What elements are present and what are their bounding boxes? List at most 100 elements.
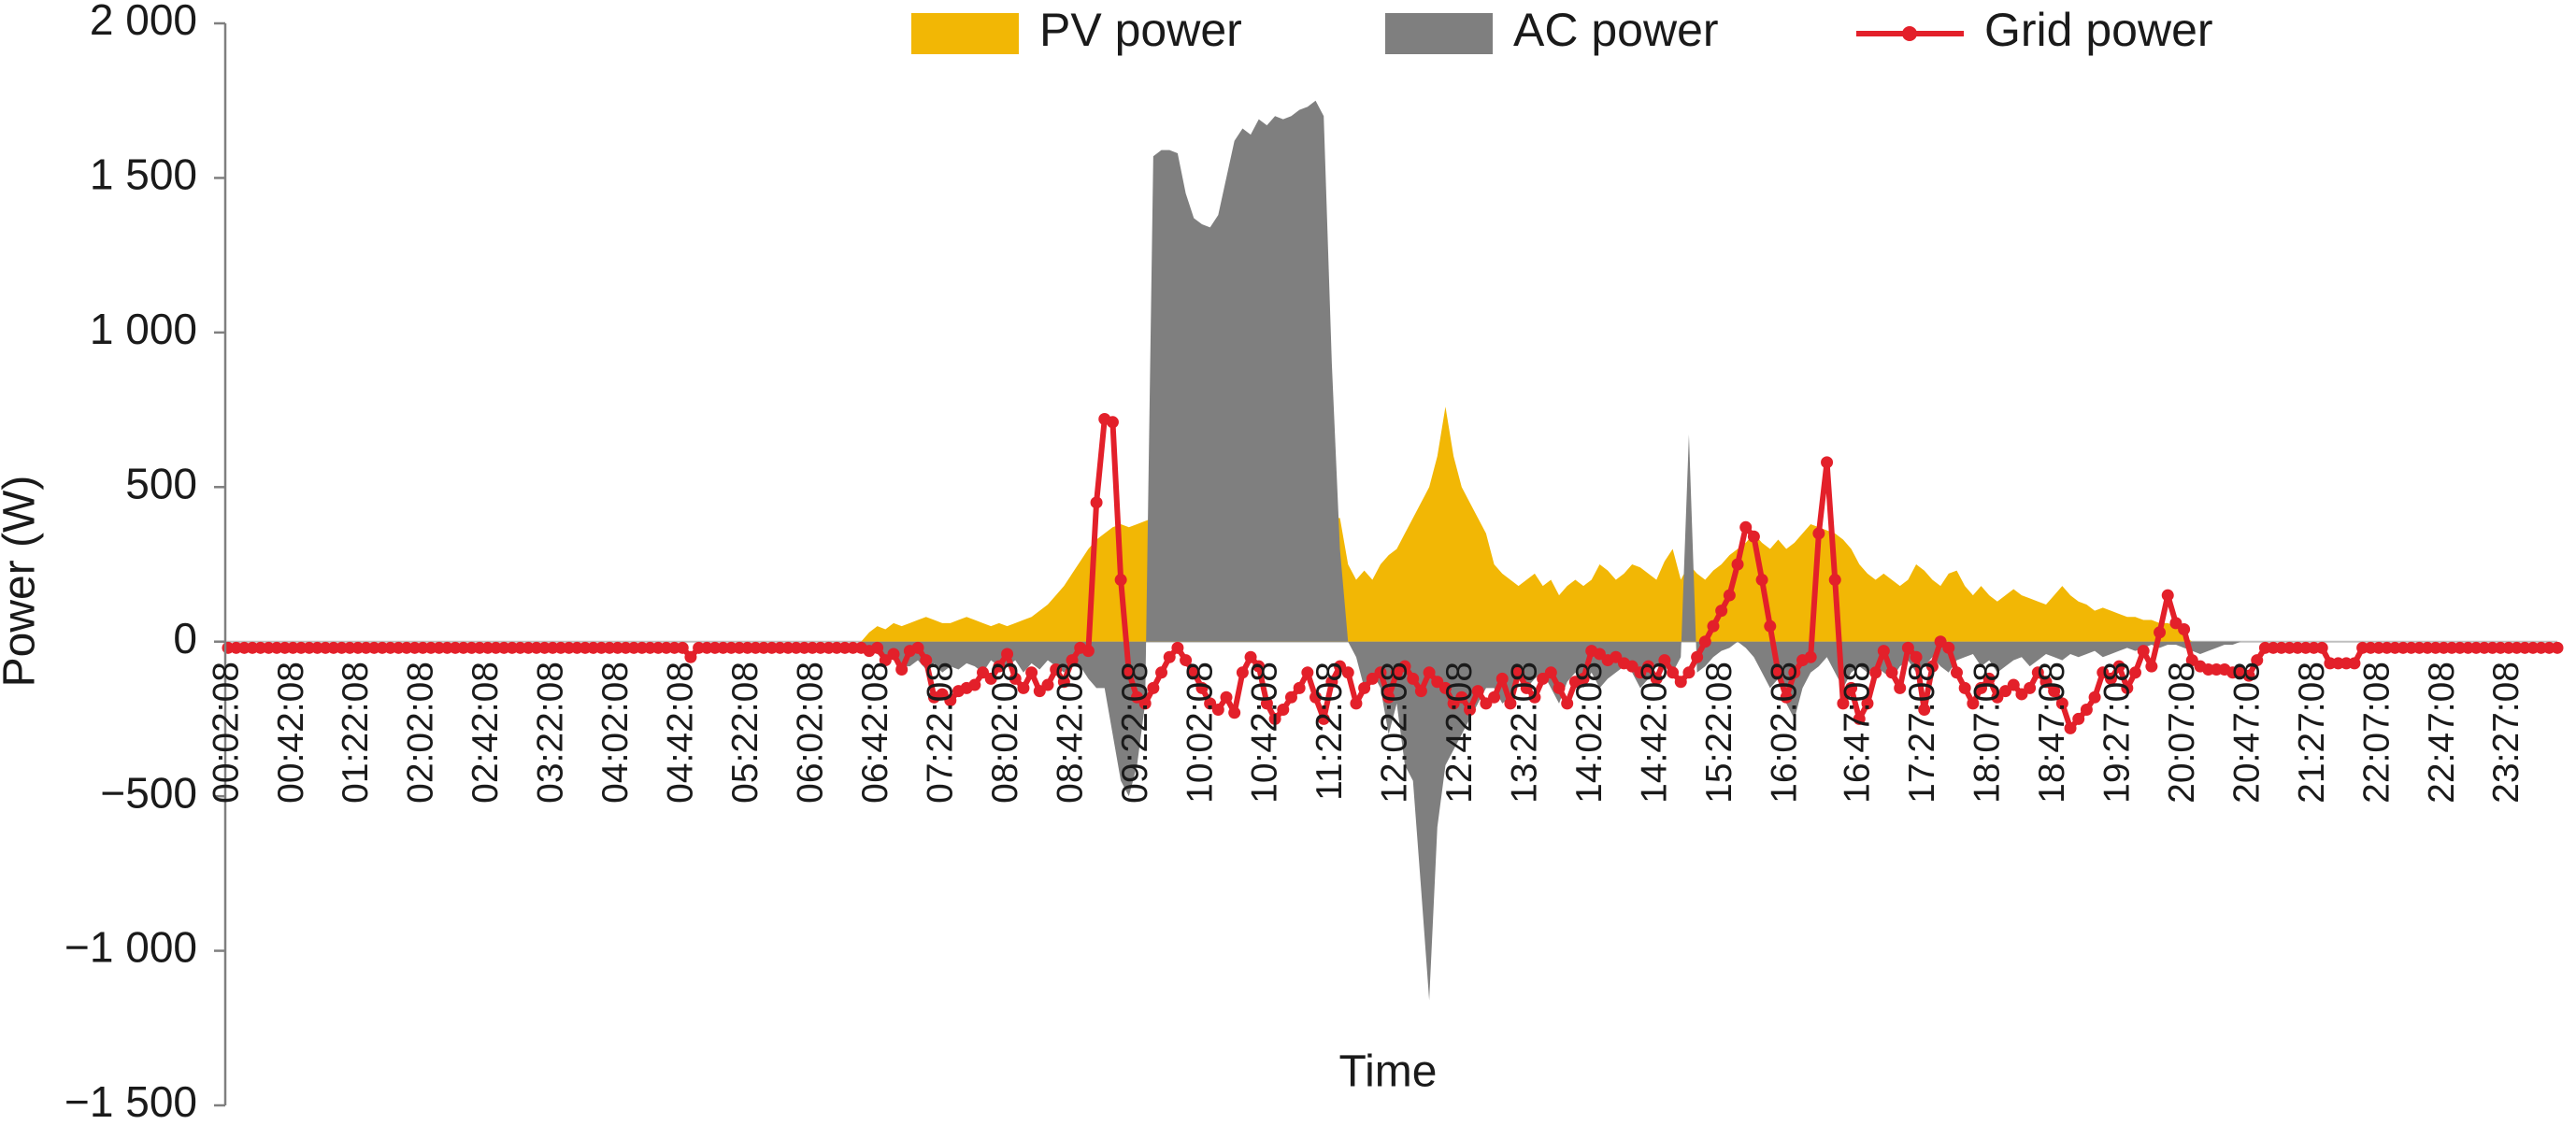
point <box>1382 691 1395 704</box>
point <box>1667 666 1680 679</box>
point <box>968 678 981 691</box>
x-tick-label: 10:42:08 <box>1245 662 1285 804</box>
point <box>1658 654 1671 667</box>
point <box>1180 654 1193 667</box>
point <box>1398 660 1411 673</box>
point <box>1739 520 1753 534</box>
legend-marker <box>1902 26 1917 41</box>
x-tick-label: 04:02:08 <box>595 662 636 804</box>
point <box>1958 681 1971 694</box>
point <box>2161 589 2174 602</box>
point <box>1496 672 1509 685</box>
point <box>2064 721 2077 734</box>
point <box>1520 681 1533 694</box>
point <box>1975 681 1988 694</box>
point <box>1081 645 1095 658</box>
point <box>1268 712 1281 725</box>
point <box>1236 666 1249 679</box>
x-tick-label: 20:07:08 <box>2162 662 2202 804</box>
point <box>1828 574 1841 587</box>
point <box>1163 650 1176 663</box>
point <box>1009 672 1022 685</box>
point <box>1715 605 1728 618</box>
point <box>1260 697 1273 710</box>
point <box>2145 660 2158 673</box>
point <box>1698 635 1711 648</box>
point <box>1755 574 1768 587</box>
x-tick-label: 18:07:08 <box>1968 662 2008 804</box>
y-tick-label: 1 500 <box>90 150 197 199</box>
point <box>1780 691 1793 704</box>
point <box>1747 530 1760 543</box>
legend-label: Grid power <box>1984 4 2213 56</box>
point <box>1277 704 1290 717</box>
point <box>1301 666 1314 679</box>
point <box>1869 666 1882 679</box>
point <box>1512 666 1525 679</box>
x-tick-label: 03:22:08 <box>531 662 571 804</box>
point <box>1374 666 1387 679</box>
point <box>1317 712 1330 725</box>
point <box>1220 691 1233 704</box>
point <box>2315 641 2328 654</box>
point <box>1358 681 1371 694</box>
point <box>1293 681 1306 694</box>
point <box>1455 691 1468 704</box>
point <box>1845 681 1858 694</box>
point <box>1731 558 1744 571</box>
legend: PV power AC power Grid power <box>911 4 2213 56</box>
point <box>2080 704 2093 717</box>
legend-label: AC power <box>1513 4 1719 56</box>
point <box>1561 697 1574 710</box>
point <box>1674 676 1687 689</box>
point <box>1504 697 1517 710</box>
y-tick-label: −500 <box>100 768 197 817</box>
point <box>920 654 933 667</box>
x-tick-label: 15:22:08 <box>1699 662 1739 804</box>
point <box>1463 704 1476 717</box>
x-tick-label: 22:47:08 <box>2422 662 2462 804</box>
point <box>1488 691 1501 704</box>
x-tick-label: 16:02:08 <box>1764 662 1804 804</box>
x-tick-label: 13:22:08 <box>1505 662 1545 804</box>
point <box>1147 681 1160 694</box>
point <box>1771 666 1784 679</box>
point <box>2121 681 2134 694</box>
point <box>1577 672 1590 685</box>
point <box>2129 666 2142 679</box>
legend-label: PV power <box>1039 4 1242 56</box>
point <box>2024 681 2037 694</box>
point <box>1804 650 1817 663</box>
x-tick-label: 14:42:08 <box>1635 662 1675 804</box>
point <box>2137 645 2150 658</box>
point <box>1691 650 1704 663</box>
x-tick-label: 19:27:08 <box>2097 662 2137 804</box>
point <box>1057 676 1070 689</box>
point <box>871 641 884 654</box>
point <box>1910 650 1923 663</box>
point <box>2251 654 2264 667</box>
point <box>2055 697 2068 710</box>
x-tick-label: 21:27:08 <box>2292 662 2332 804</box>
point <box>2031 666 2044 679</box>
point <box>1138 697 1152 710</box>
point <box>1284 691 1297 704</box>
point <box>1950 666 1963 679</box>
point <box>1918 704 1931 717</box>
x-tick-label: 20:47:08 <box>2226 662 2267 804</box>
point <box>1090 496 1103 509</box>
y-tick-label: 500 <box>125 459 197 507</box>
point <box>1925 660 1939 673</box>
point <box>2088 691 2101 704</box>
y-tick-label: 2 000 <box>90 0 197 44</box>
point <box>1309 691 1323 704</box>
x-tick-label: 23:27:08 <box>2486 662 2526 804</box>
point <box>2242 669 2255 682</box>
point <box>1211 704 1224 717</box>
point <box>944 694 957 707</box>
x-tick-label: 11:22:08 <box>1309 662 1350 801</box>
point <box>1942 641 1955 654</box>
point <box>1244 650 1257 663</box>
point <box>2154 626 2167 639</box>
point <box>1041 678 1054 691</box>
